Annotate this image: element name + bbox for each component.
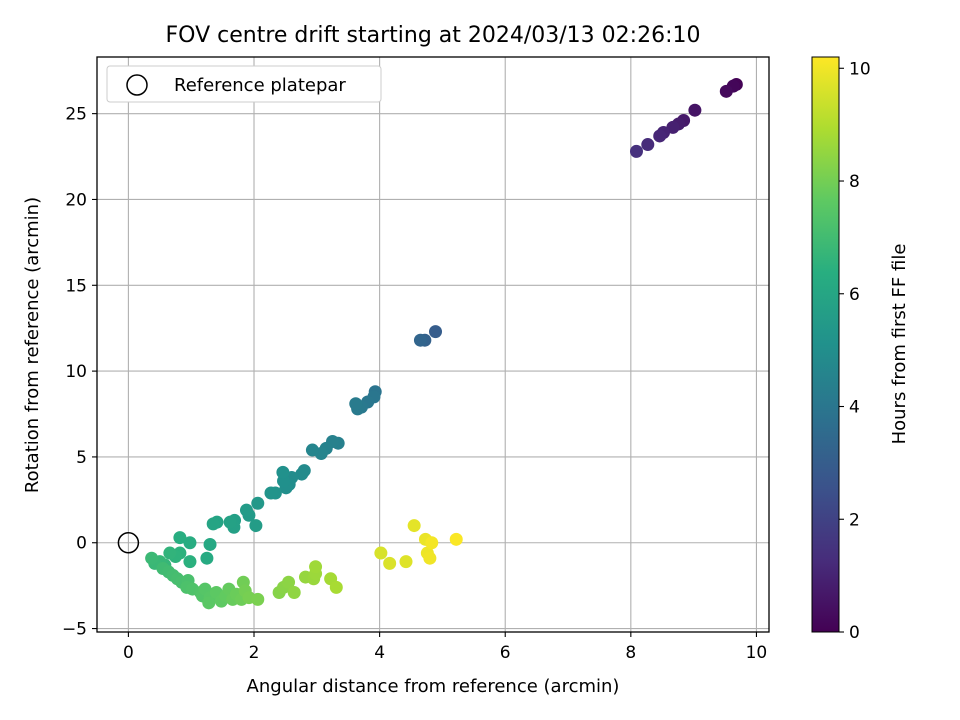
x-axis-label: Angular distance from reference (arcmin) xyxy=(247,676,620,697)
colorbar-tick-label: 6 xyxy=(849,285,860,305)
data-point xyxy=(374,547,387,560)
x-tick-label: 6 xyxy=(500,643,511,663)
data-point xyxy=(653,129,666,142)
data-points xyxy=(118,78,742,609)
y-axis-label: Rotation from reference (arcmin) xyxy=(22,197,43,493)
data-point xyxy=(383,557,396,570)
data-point xyxy=(450,533,463,546)
colorbar-tick-label: 10 xyxy=(849,59,871,79)
colorbar-tick-label: 8 xyxy=(849,172,860,192)
data-point xyxy=(688,104,701,117)
chart-title: FOV centre drift starting at 2024/03/13 … xyxy=(166,23,701,48)
colorbar: 0 2 4 6 8 10 Hours from first FF file xyxy=(812,57,910,643)
colorbar-tick-label: 4 xyxy=(849,398,860,418)
y-tick-label: 5 xyxy=(76,448,87,468)
y-tick-label: −5 xyxy=(62,620,87,640)
y-tick-label: 15 xyxy=(65,276,87,296)
colorbar-tick-label: 2 xyxy=(849,510,860,530)
y-tick-label: 25 xyxy=(65,105,87,125)
y-tick-label: 10 xyxy=(65,362,87,382)
data-point xyxy=(204,538,217,551)
data-point xyxy=(145,552,158,565)
data-point xyxy=(200,552,213,565)
data-point xyxy=(349,397,362,410)
x-axis-ticks: 0 2 4 6 8 10 xyxy=(123,632,767,663)
legend-label-reference-platepar: Reference platepar xyxy=(174,75,346,96)
data-point xyxy=(251,593,264,606)
legend: Reference platepar xyxy=(107,66,381,102)
data-point xyxy=(249,519,262,532)
data-point xyxy=(251,497,264,510)
x-tick-label: 10 xyxy=(746,643,768,663)
data-point xyxy=(224,516,237,529)
colorbar-label: Hours from first FF file xyxy=(889,244,910,445)
data-point xyxy=(330,581,343,594)
data-point xyxy=(408,519,421,532)
x-tick-label: 2 xyxy=(249,643,260,663)
x-tick-label: 0 xyxy=(123,643,134,663)
data-point xyxy=(276,466,289,479)
colorbar-tick-label: 0 xyxy=(849,623,860,643)
data-point xyxy=(309,560,322,573)
y-tick-label: 0 xyxy=(76,534,87,554)
data-point xyxy=(429,325,442,338)
data-point xyxy=(288,586,301,599)
data-point xyxy=(163,547,176,560)
data-point xyxy=(240,504,253,517)
data-point xyxy=(207,517,220,530)
data-point xyxy=(173,531,186,544)
data-point xyxy=(264,486,277,499)
colorbar-gradient xyxy=(812,57,839,632)
data-point xyxy=(641,138,654,151)
y-axis-ticks: −5 0 5 10 15 20 25 xyxy=(62,105,97,640)
data-point xyxy=(399,555,412,568)
x-tick-label: 4 xyxy=(374,643,385,663)
data-point xyxy=(183,555,196,568)
data-point xyxy=(306,444,319,457)
data-point xyxy=(423,552,436,565)
colorbar-ticks: 0 2 4 6 8 10 xyxy=(839,59,871,643)
y-tick-label: 20 xyxy=(65,190,87,210)
data-point xyxy=(720,85,733,98)
data-point xyxy=(425,536,438,549)
data-point xyxy=(630,145,643,158)
x-tick-label: 8 xyxy=(625,643,636,663)
data-point xyxy=(414,334,427,347)
